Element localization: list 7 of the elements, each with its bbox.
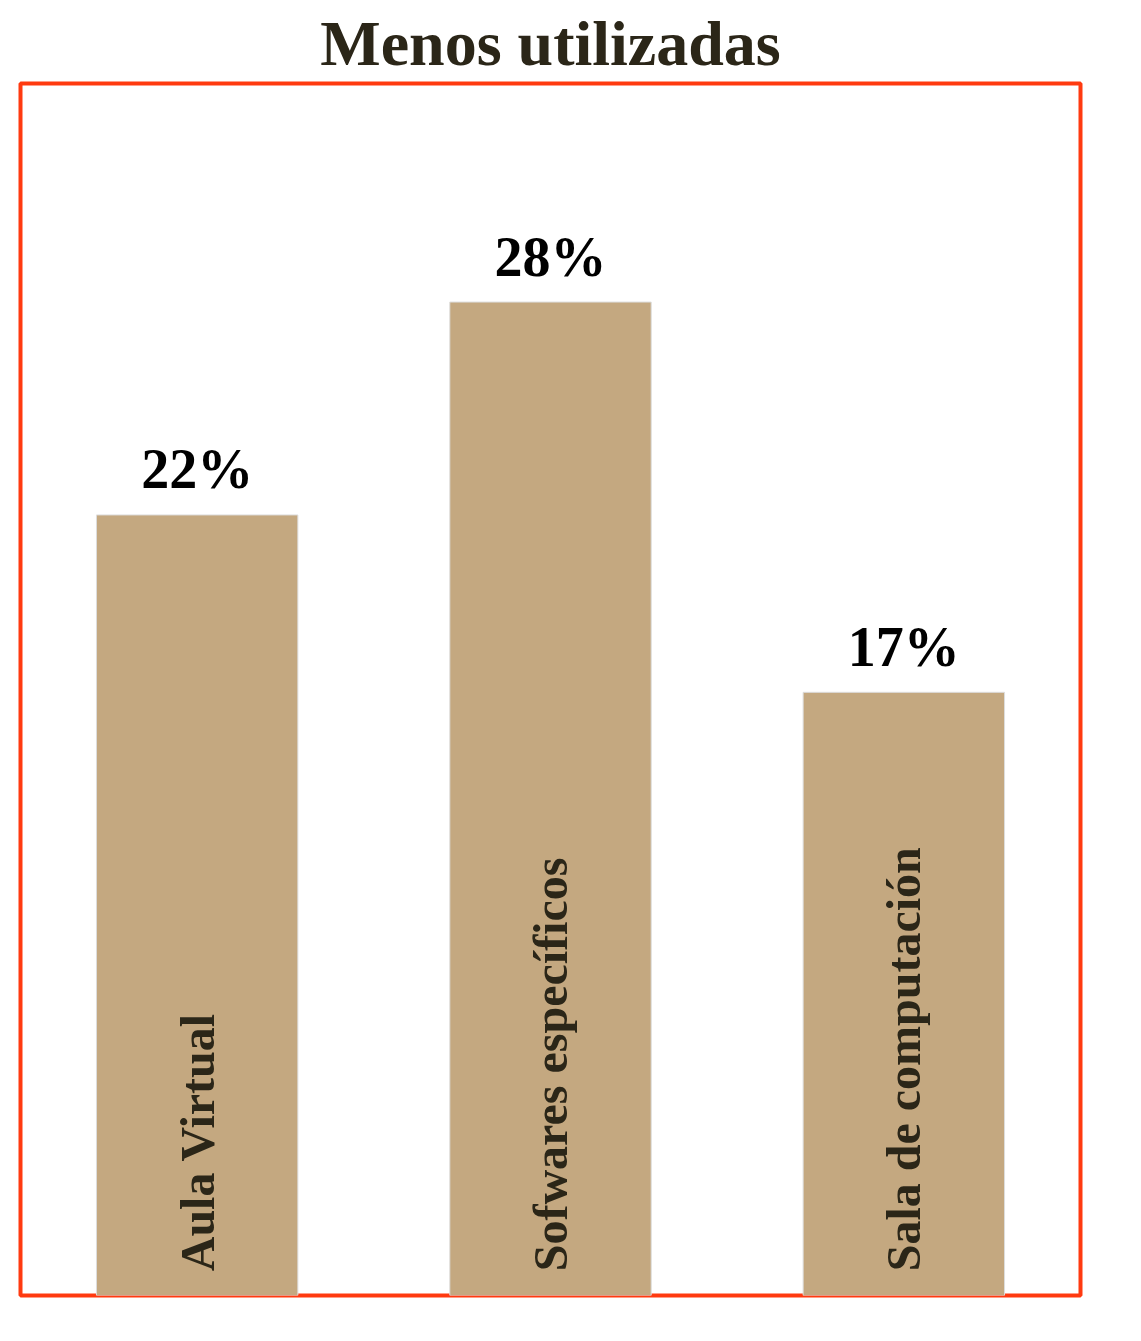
data-label: 22% [141,438,254,501]
chart-title: Menos utilizadas [320,7,781,79]
x-tick-label: Sala de computación [877,847,931,1272]
x-tick-label: Sofwares específicos [524,857,577,1272]
data-label: 17% [847,615,960,678]
data-label: 28% [494,225,607,288]
x-tick-label: Aula Virtual [170,1013,224,1272]
